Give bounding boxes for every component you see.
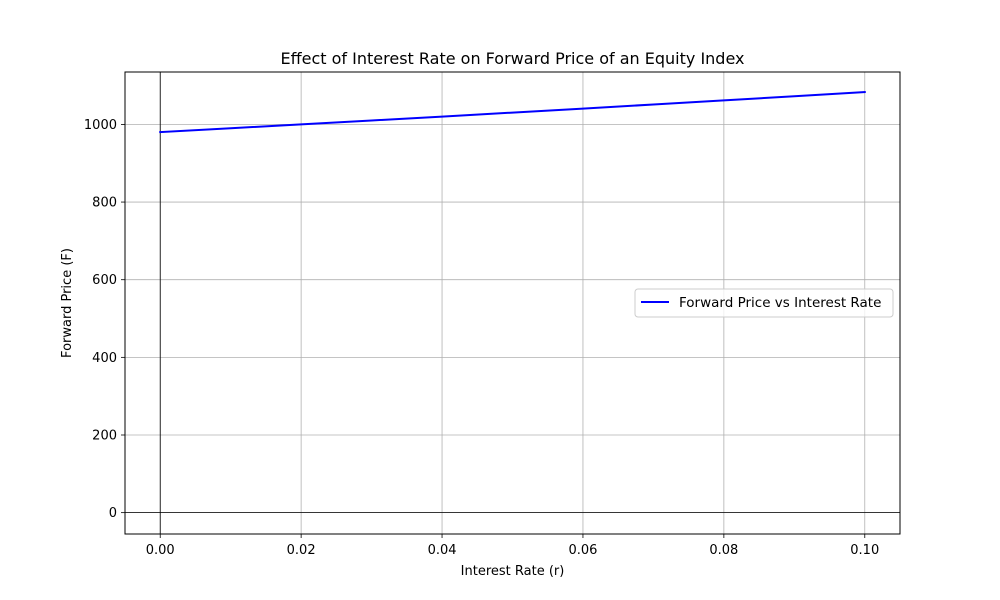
x-tick-label: 0.02: [287, 543, 316, 558]
legend: Forward Price vs Interest Rate: [634, 288, 894, 318]
reference-lines: [125, 72, 900, 534]
y-tick-label: 1000: [84, 118, 117, 133]
legend-label: Forward Price vs Interest Rate: [679, 295, 881, 311]
y-tick-label: 0: [109, 506, 117, 521]
plot-area: [124, 71, 901, 535]
y-axis-ticks: 0 200 400 600 800 1000: [84, 118, 125, 521]
legend-box: [634, 288, 894, 318]
x-tick-label: 0.00: [146, 543, 175, 558]
x-tick-label: 0.08: [709, 543, 738, 558]
x-axis-label: Interest Rate (r): [461, 564, 565, 579]
plot-frame: [124, 71, 901, 535]
chart-title: Effect of Interest Rate on Forward Price…: [281, 49, 745, 68]
x-tick-label: 0.10: [850, 543, 879, 558]
y-tick-label: 200: [92, 429, 117, 444]
x-axis-ticks: 0.00 0.02 0.04 0.06 0.08 0.10: [146, 534, 879, 558]
series-line: [159, 91, 866, 134]
series-layer: [159, 91, 866, 134]
y-axis-label: Forward Price (F): [60, 248, 75, 358]
y-tick-label: 800: [92, 196, 117, 211]
y-tick-label: 400: [92, 351, 117, 366]
x-tick-label: 0.06: [568, 543, 597, 558]
x-tick-label: 0.04: [428, 543, 457, 558]
y-tick-label: 600: [92, 273, 117, 288]
